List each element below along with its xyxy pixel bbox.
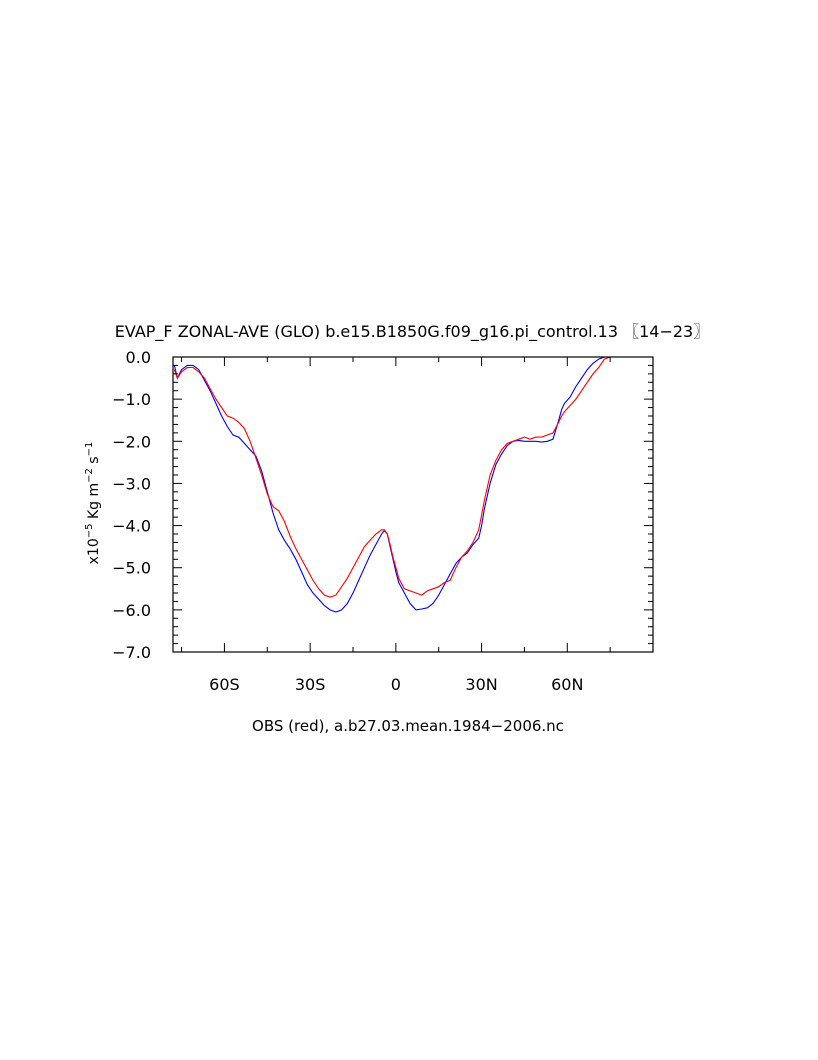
x-tick-label: 0 <box>391 675 401 694</box>
x-tick-label: 60S <box>209 675 240 694</box>
series-layer <box>173 356 651 613</box>
y-label-unit-s: s <box>86 456 102 468</box>
y-tick-label: −1.0 <box>112 390 151 409</box>
y-label-exponent-m: −2 <box>84 468 95 483</box>
y-tick-label: −4.0 <box>112 517 151 536</box>
plot-frame <box>172 356 654 653</box>
y-tick-label: −6.0 <box>112 601 151 620</box>
x-tick-label: 60N <box>551 675 583 694</box>
x-tick-label: 30N <box>465 675 497 694</box>
x-axis-label: OBS (red), a.b27.03.mean.1984−2006.nc <box>252 717 564 735</box>
y-label-unit-kg-m: Kg m <box>86 483 102 524</box>
y-label-exponent-s: −1 <box>84 442 95 457</box>
y-tick-label: −5.0 <box>112 559 151 578</box>
series-line-2 <box>173 356 651 598</box>
y-tick-label: 0.0 <box>126 348 151 367</box>
x-tick-label: 30S <box>295 675 326 694</box>
y-label-exponent: −5 <box>84 524 95 539</box>
y-label-base: x10 <box>86 538 102 564</box>
y-axis-label: x10−5 Kg m−2 s−1 <box>84 442 102 565</box>
y-tick-label: −7.0 <box>112 643 151 662</box>
series-line-1 <box>173 356 651 613</box>
ticks-layer: 60S 30S 0 30N 60N 0.0 −1.0 −2.0 −3.0 −4.0 −5.0 −6.0… <box>112 348 654 694</box>
y-tick-label: −2.0 <box>112 432 151 451</box>
y-tick-label: −3.0 <box>112 474 151 493</box>
chart-title: EVAP_F ZONAL-AVE (GLO) b.e15.B1850G.f09_… <box>115 322 709 342</box>
